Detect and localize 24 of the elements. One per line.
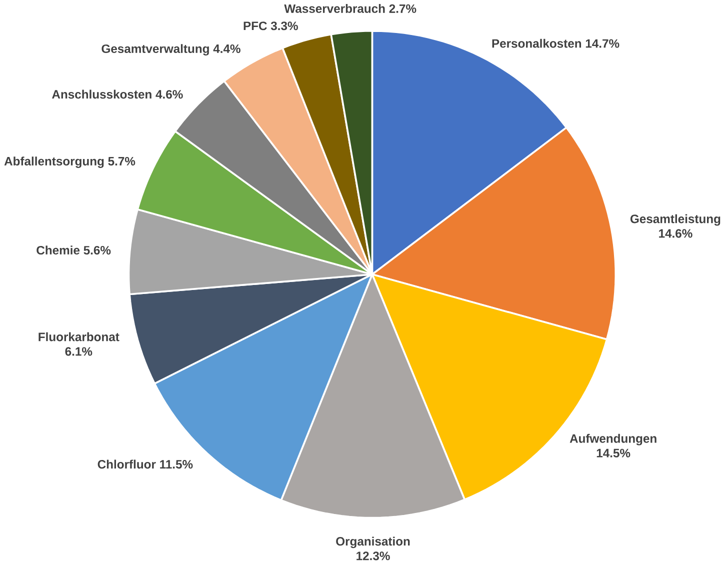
data-label: 6.1%: [65, 347, 92, 356]
data-label: 2.7%: [389, 4, 416, 13]
data-label: 12.3%: [356, 551, 390, 560]
slice-label: Anschlusskosten: [52, 90, 152, 99]
slice-label: Gesamtverwaltung: [102, 44, 209, 56]
slice-label: Chlorfluor: [98, 460, 156, 468]
slice-label: Gesamtleistung: [630, 214, 720, 226]
data-label: 14.6%: [659, 229, 692, 238]
data-label: 5.6%: [84, 246, 111, 254]
data-label: 14.5%: [596, 448, 630, 458]
slice-label: Aufwendungen: [570, 434, 656, 446]
slice-label: Abfallentsorgung: [4, 156, 104, 168]
slice-label: Personalkosten: [492, 38, 582, 48]
data-label: 4.4%: [213, 44, 240, 53]
data-label: 3.3%: [270, 21, 298, 30]
slice-label: Chemie: [36, 246, 80, 254]
slice-label: PFC: [244, 21, 267, 30]
data-label: 4.6%: [156, 90, 183, 99]
slice-label: Organisation: [336, 536, 410, 548]
data-label: 5.7%: [108, 156, 136, 166]
data-label: 14.7%: [586, 39, 620, 48]
data-label: 11.5%: [160, 460, 193, 468]
slice-label: Fluorkarbonat: [38, 332, 120, 342]
slice-label: Wasserverbrauch: [284, 4, 385, 13]
